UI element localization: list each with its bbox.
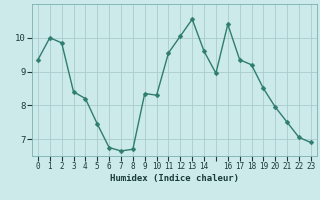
- X-axis label: Humidex (Indice chaleur): Humidex (Indice chaleur): [110, 174, 239, 183]
